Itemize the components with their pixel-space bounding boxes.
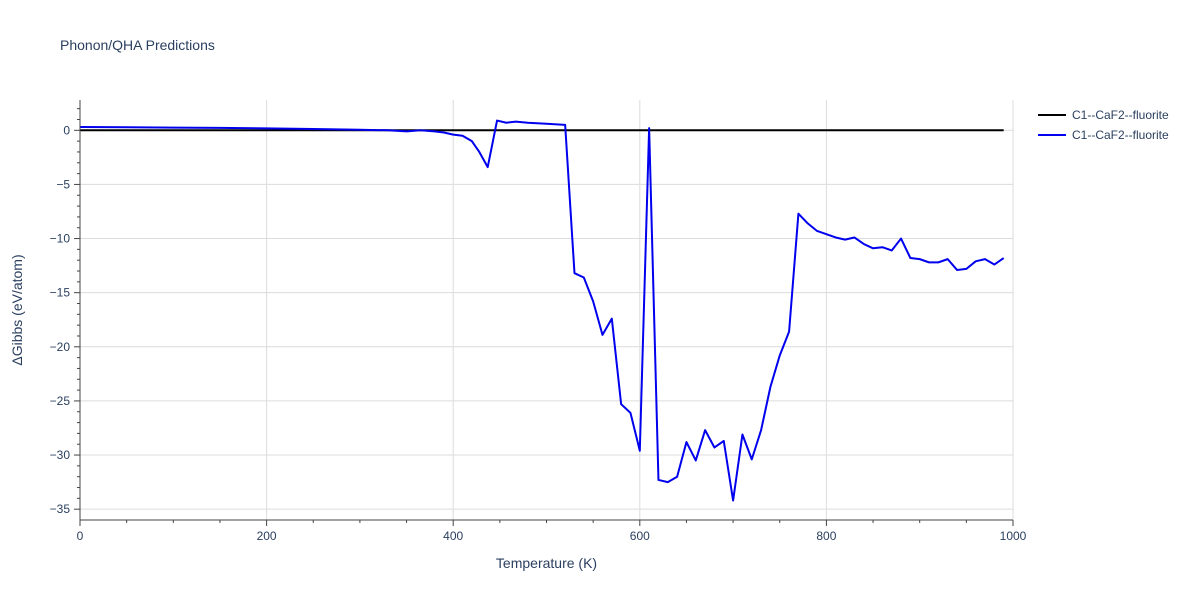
tick-labels: 0 200 400 600 800 1000 0 −5 −10 −15 −20 −25 −30 −35 xyxy=(50,108,1027,543)
x-tick-label: 0 xyxy=(77,529,84,543)
y-axis-title: ΔGibbs (eV/atom) xyxy=(9,254,25,365)
legend-item-0[interactable]: C1--CaF2--fluorite xyxy=(1038,108,1169,122)
series-lines xyxy=(79,119,1005,502)
legend[interactable]: C1--CaF2--fluorite C1--CaF2--fluorite xyxy=(1038,108,1169,142)
y-tick-label: −35 xyxy=(50,502,71,516)
x-tick-label: 800 xyxy=(816,529,836,543)
y-tick-label: −30 xyxy=(50,448,71,462)
y-tick-label: −15 xyxy=(50,286,71,300)
y-tick-label: 0 xyxy=(63,123,70,137)
series-line-1[interactable] xyxy=(79,119,1005,502)
legend-label: C1--CaF2--fluorite xyxy=(1072,108,1169,122)
legend-label: C1--CaF2--fluorite xyxy=(1072,128,1169,142)
y-tick-label: −20 xyxy=(50,340,71,354)
legend-item-1[interactable]: C1--CaF2--fluorite xyxy=(1038,128,1169,142)
x-axis-title: Temperature (K) xyxy=(496,555,597,571)
y-tick-label: −25 xyxy=(50,394,71,408)
x-tick-label: 200 xyxy=(257,529,277,543)
y-tick-label: −5 xyxy=(56,177,70,191)
x-tick-label: 1000 xyxy=(1000,529,1027,543)
x-tick-label: 600 xyxy=(630,529,650,543)
y-tick-label: −10 xyxy=(50,232,71,246)
x-tick-label: 400 xyxy=(443,529,463,543)
chart-title: Phonon/QHA Predictions xyxy=(60,37,215,53)
